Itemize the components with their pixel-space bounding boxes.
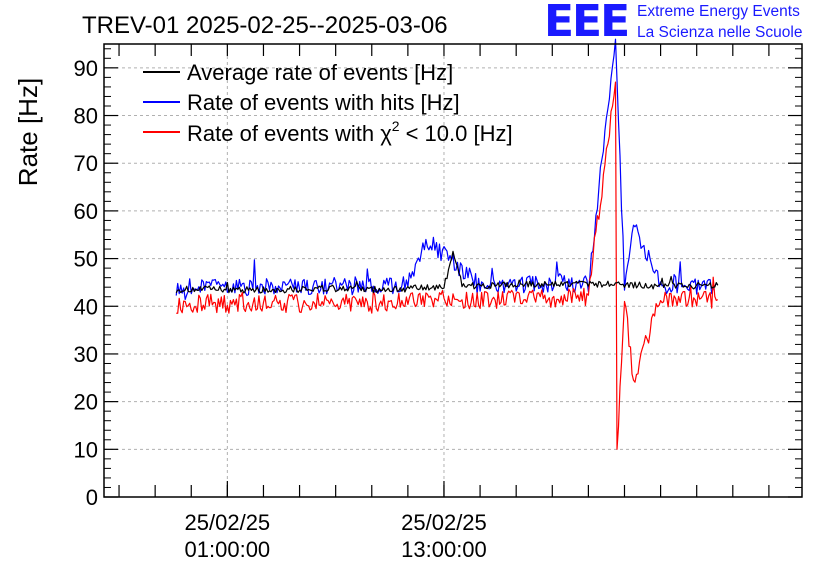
y-axis-label: Rate [Hz] [13, 78, 43, 186]
y-tick-label: 70 [74, 151, 98, 176]
y-tick-label: 50 [74, 247, 98, 272]
y-tick-label: 80 [74, 104, 98, 129]
series-line-chi2 [176, 81, 719, 450]
legend-label-chi2: Rate of events with χ2 < 10.0 [Hz] [187, 118, 513, 146]
legend-label-average: Average rate of events [Hz] [187, 60, 453, 85]
logo-line-1: Extreme Energy Events [637, 3, 800, 20]
logo-line-2: La Scienza nelle Scuole [637, 24, 803, 41]
legend-chi2-symbol: χ [380, 121, 392, 146]
x-tick-date-label: 25/02/25 [401, 510, 487, 535]
chart-title: TREV-01 2025-02-25--2025-03-06 [82, 12, 448, 39]
legend-label-hits: Rate of events with hits [Hz] [187, 90, 460, 115]
y-tick-label: 30 [74, 342, 98, 367]
legend: Average rate of events [Hz] Rate of even… [143, 60, 513, 146]
y-tick-label: 40 [74, 294, 98, 319]
y-tick-label: 20 [74, 390, 98, 415]
x-tick-time-label: 13:00:00 [401, 537, 487, 562]
y-tick-label: 10 [74, 437, 98, 462]
x-tick-date-label: 25/02/25 [185, 510, 271, 535]
series-layer [175, 38, 719, 450]
eee-logo-mark: EEE [544, 0, 630, 47]
legend-chi2-suffix: < 10.0 [Hz] [406, 121, 513, 146]
x-tick-time-label: 01:00:00 [185, 537, 271, 562]
legend-chi2-superscript: 2 [392, 118, 400, 134]
series-line-average [175, 250, 719, 294]
plot-frame [103, 43, 803, 498]
series-line-hits [175, 38, 719, 301]
y-tick-label: 90 [74, 56, 98, 81]
axis-ticks: 010203040506070809025/02/2501:00:0025/02… [74, 44, 802, 562]
y-tick-label: 60 [74, 199, 98, 224]
legend-chi2-prefix: Rate of events with [187, 121, 374, 146]
y-tick-label: 0 [86, 485, 98, 510]
